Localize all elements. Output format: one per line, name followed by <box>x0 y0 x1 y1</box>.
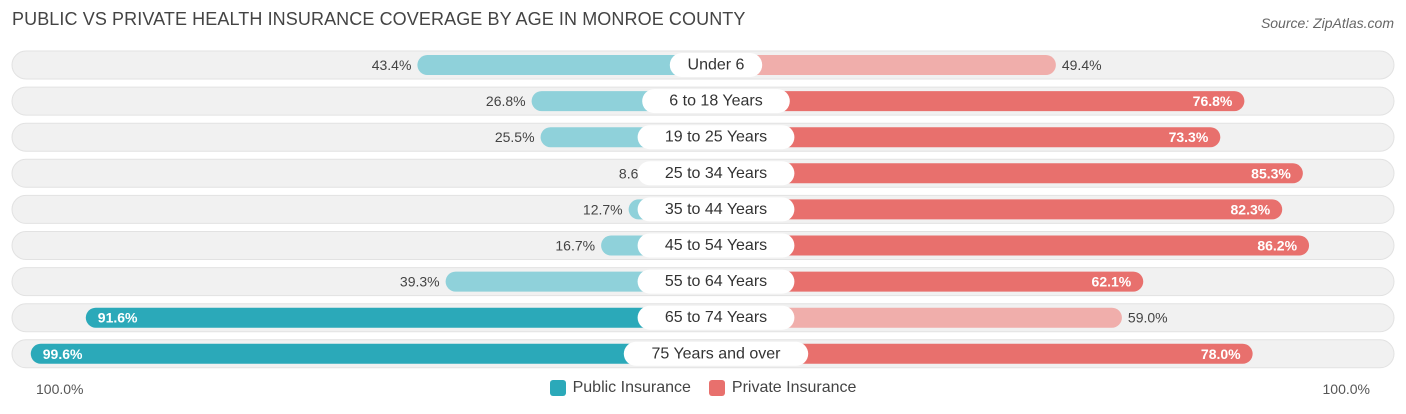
legend-item-private: Private Insurance <box>708 379 857 397</box>
data-label-public: 12.7% <box>583 201 623 217</box>
source-label: Source: ZipAtlas.com <box>1260 15 1394 31</box>
bar-public <box>30 343 716 364</box>
data-label-private: 62.1% <box>1092 274 1132 290</box>
category-pill <box>623 341 809 366</box>
data-label-private: 59.0% <box>1128 310 1168 326</box>
data-label-public: 39.3% <box>400 274 440 290</box>
legend-label-public: Public Insurance <box>572 379 691 396</box>
category-label: 45 to 54 Years <box>665 237 767 254</box>
legend-item-public: Public Insurance <box>549 379 691 397</box>
data-label-private: 78.0% <box>1201 346 1241 362</box>
bar-private <box>716 163 1303 184</box>
data-label-public: 26.8% <box>486 93 526 109</box>
data-label-private: 49.4% <box>1062 57 1102 73</box>
bar-private <box>716 343 1253 364</box>
category-label: 19 to 25 Years <box>665 129 767 146</box>
bar-public <box>85 307 717 328</box>
legend-swatch-private <box>708 380 725 396</box>
bar-private <box>716 55 1056 75</box>
legend-label-private: Private Insurance <box>731 379 857 396</box>
data-label-public: 43.4% <box>372 57 412 73</box>
data-label-private: 86.2% <box>1257 238 1297 254</box>
category-label: 6 to 18 Years <box>669 93 762 110</box>
data-label-private: 76.8% <box>1193 93 1233 109</box>
category-label: 25 to 34 Years <box>665 165 767 182</box>
bar-private <box>716 235 1310 256</box>
data-label-public: 99.6% <box>43 346 83 362</box>
category-label: 75 Years and over <box>652 345 782 362</box>
data-label-public: 91.6% <box>98 310 138 326</box>
category-pill <box>637 125 795 150</box>
bar-private <box>716 127 1221 148</box>
category-pill <box>669 53 763 77</box>
data-label-private: 85.3% <box>1251 165 1291 181</box>
bar-private <box>716 199 1283 220</box>
axis-right-label: 100.0% <box>1322 381 1370 397</box>
category-pill <box>637 197 795 222</box>
data-label-public: 16.7% <box>555 238 595 254</box>
category-pill <box>642 89 790 114</box>
category-pill <box>637 269 795 294</box>
data-label-private: 82.3% <box>1231 201 1271 217</box>
bar-private <box>716 91 1245 112</box>
data-label-public: 25.5% <box>495 129 535 145</box>
category-pill <box>637 233 795 258</box>
data-label-private: 73.3% <box>1169 129 1209 145</box>
legend-swatch-public <box>549 380 566 396</box>
bar-public <box>417 55 716 75</box>
category-label: Under 6 <box>688 57 745 74</box>
chart: 43.4% 49.4% Under 6 26.8% 76.8% 6 to 18 Years… <box>11 50 1395 369</box>
category-pill <box>637 305 795 330</box>
legend: Public Insurance Private Insurance <box>0 379 1406 397</box>
chart-title: PUBLIC VS PRIVATE HEALTH INSURANCE COVER… <box>12 9 746 29</box>
category-label: 65 to 74 Years <box>665 309 767 326</box>
bar-private <box>716 271 1144 292</box>
category-label: 55 to 64 Years <box>665 273 767 290</box>
bar-private <box>716 307 1122 328</box>
category-pill <box>637 161 795 186</box>
category-label: 35 to 44 Years <box>665 201 767 218</box>
axis-left-label: 100.0% <box>36 381 84 397</box>
